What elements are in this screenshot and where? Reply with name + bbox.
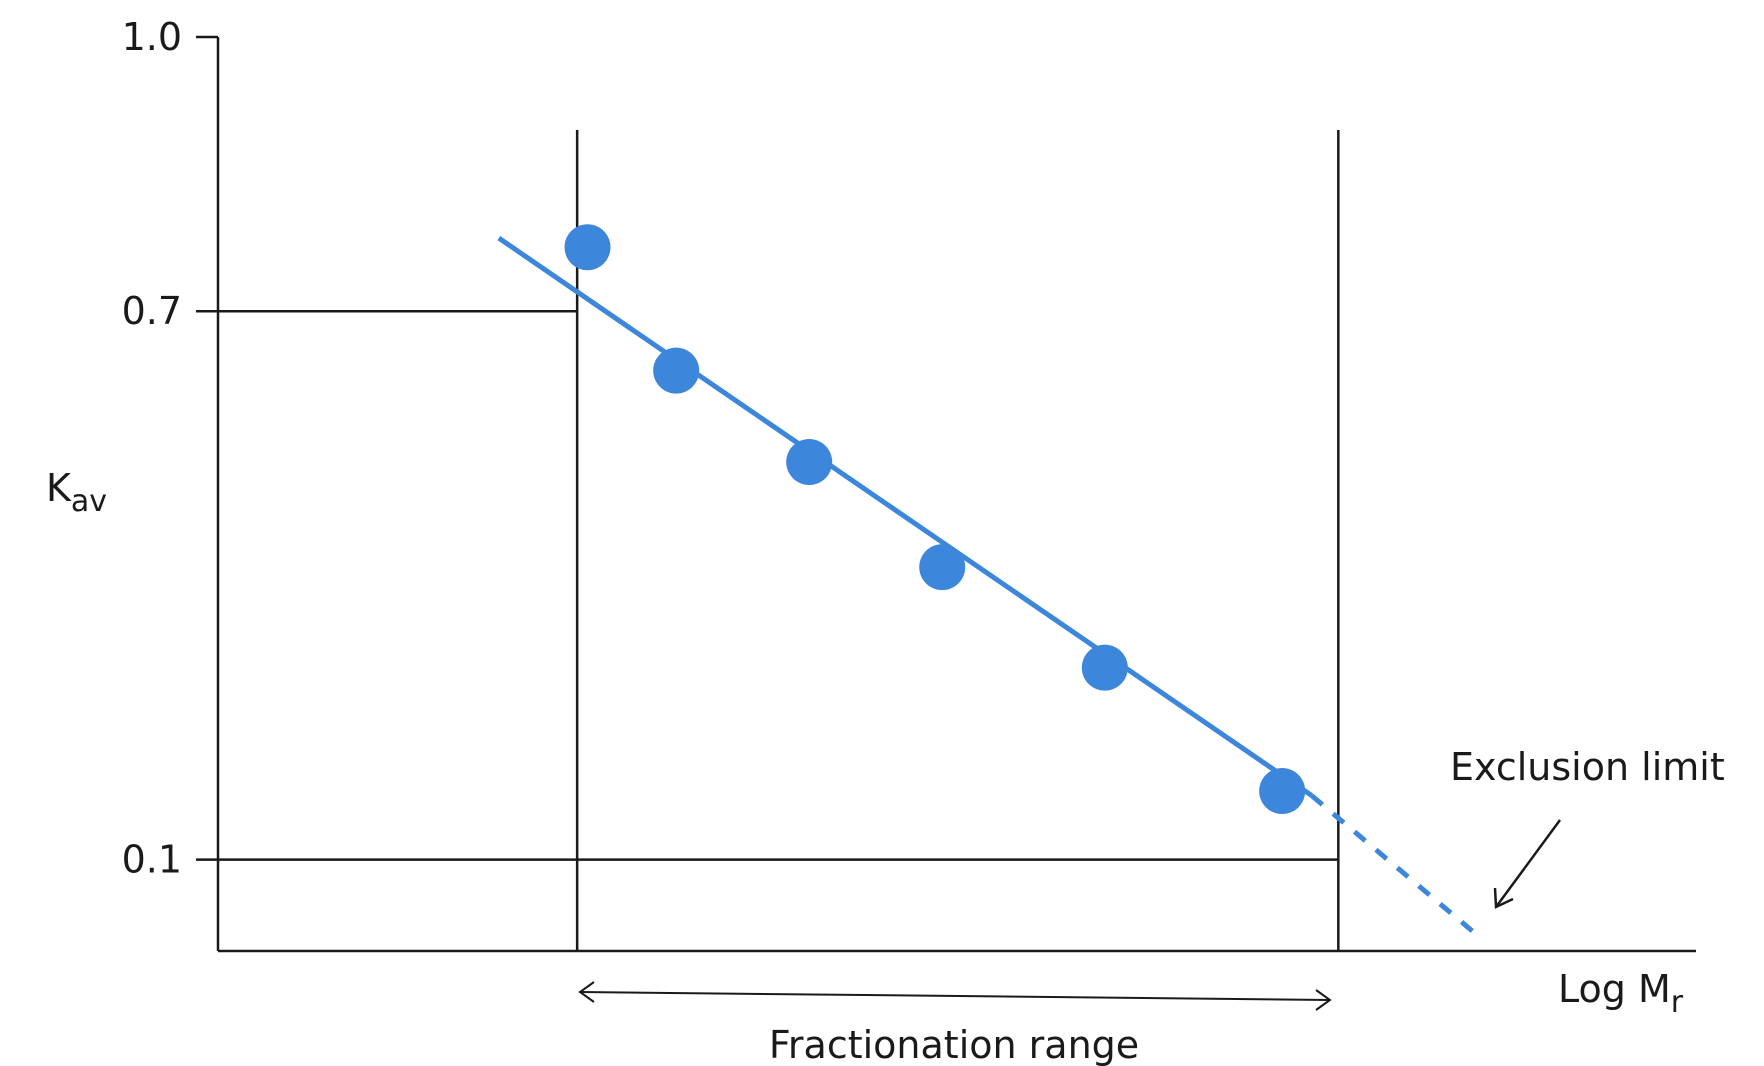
exclusion-limit-label: Exclusion limit bbox=[1450, 745, 1725, 789]
y-tick-label: 1.0 bbox=[122, 15, 182, 59]
fractionation-range-label: Fractionation range bbox=[769, 1023, 1139, 1066]
fit-line-solid bbox=[497, 236, 1314, 798]
fit-line bbox=[497, 236, 1476, 935]
axes bbox=[216, 37, 1696, 953]
exclusion-limit-arrow bbox=[1493, 819, 1562, 909]
y-ticks: 1.0 0.7 0.1 bbox=[122, 15, 218, 882]
data-point bbox=[919, 544, 966, 591]
y-tick-label: 0.1 bbox=[122, 838, 182, 882]
fit-line-dashed bbox=[1310, 793, 1476, 935]
data-point bbox=[786, 439, 833, 486]
data-point bbox=[653, 347, 700, 394]
data-point bbox=[564, 224, 611, 271]
data-point bbox=[1259, 768, 1306, 815]
data-points bbox=[564, 224, 1306, 815]
y-axis-title: Kav bbox=[46, 466, 107, 519]
y-tick-label: 0.7 bbox=[122, 289, 182, 333]
reference-lines bbox=[218, 130, 1340, 951]
x-axis-title: Log Mr bbox=[1558, 967, 1684, 1020]
fractionation-range-arrow bbox=[578, 981, 1332, 1011]
data-point bbox=[1081, 644, 1128, 691]
